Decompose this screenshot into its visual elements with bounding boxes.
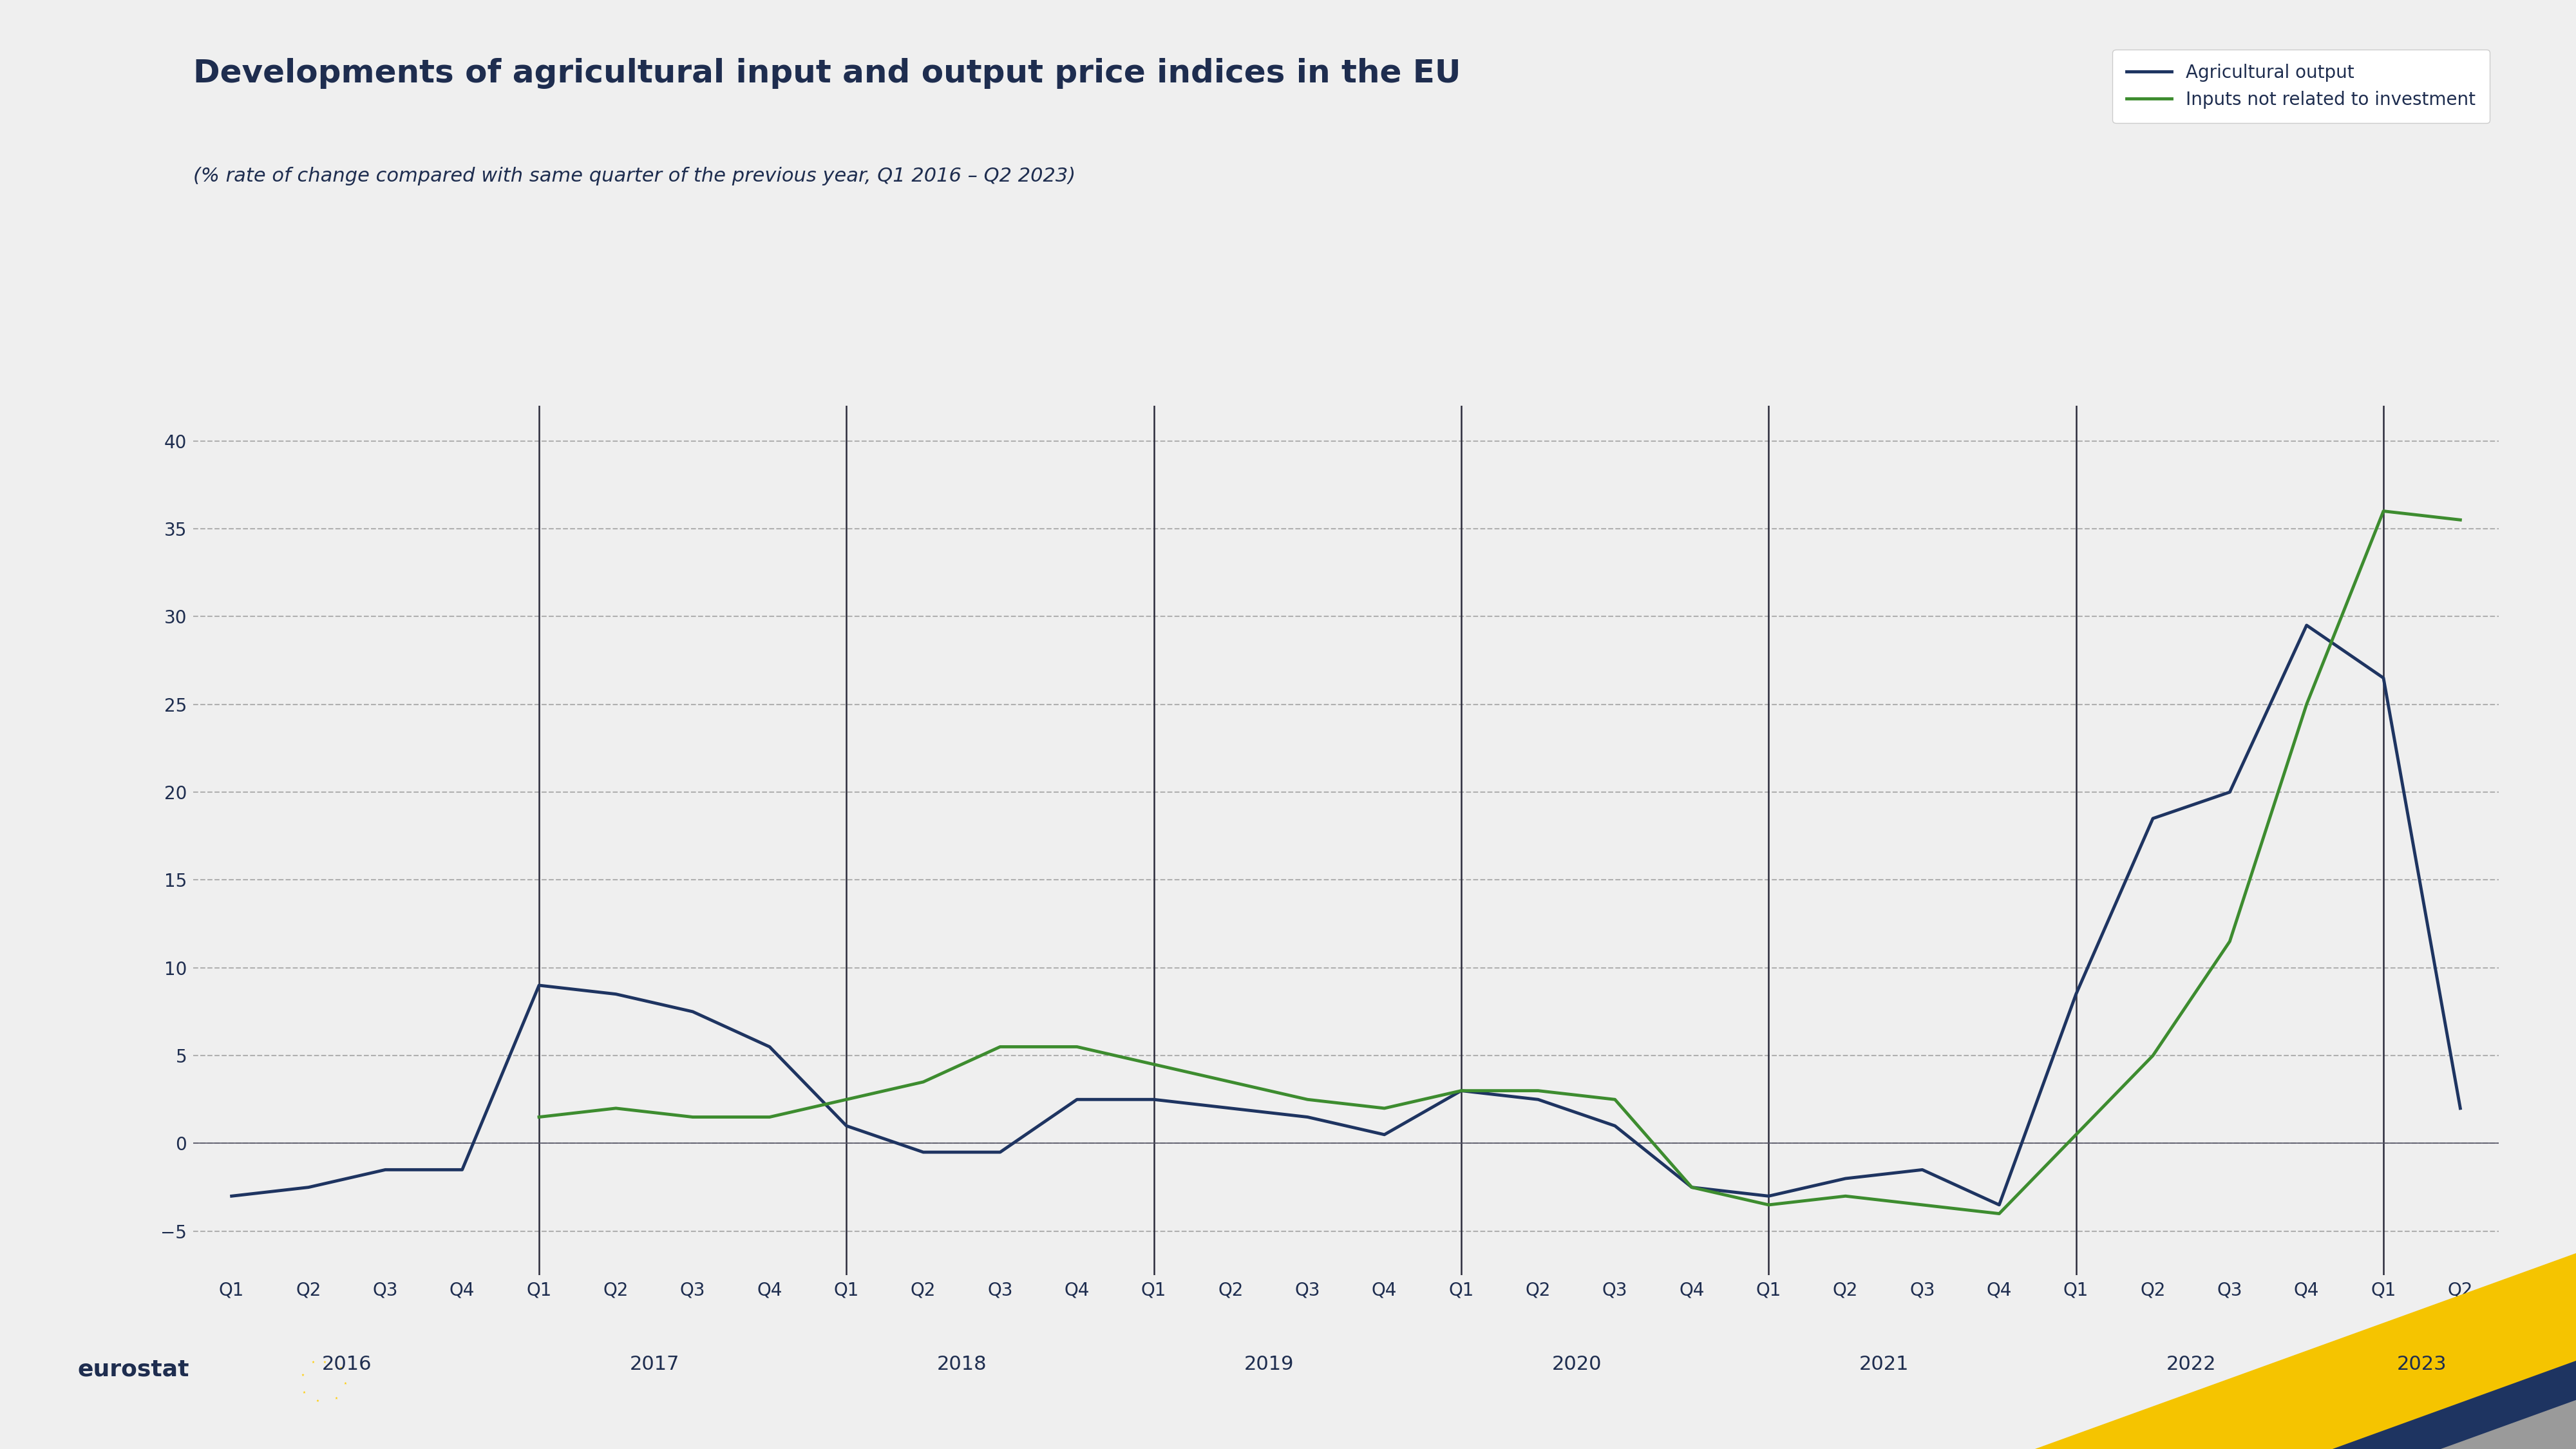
Text: ★: ★ xyxy=(335,1397,337,1400)
Text: 2019: 2019 xyxy=(1244,1355,1293,1374)
Text: ★: ★ xyxy=(312,1361,314,1364)
Text: eurostat: eurostat xyxy=(77,1358,188,1381)
Text: 2017: 2017 xyxy=(629,1355,680,1374)
Legend: Agricultural output, Inputs not related to investment: Agricultural output, Inputs not related … xyxy=(2112,49,2491,123)
Text: 2021: 2021 xyxy=(1860,1355,1909,1374)
Polygon shape xyxy=(2035,1253,2576,1449)
Text: 2020: 2020 xyxy=(1551,1355,1602,1374)
Text: Developments of agricultural input and output price indices in the EU: Developments of agricultural input and o… xyxy=(193,58,1461,88)
Polygon shape xyxy=(2442,1400,2576,1449)
Text: ★: ★ xyxy=(301,1374,304,1377)
Text: 2018: 2018 xyxy=(938,1355,987,1374)
Text: (% rate of change compared with same quarter of the previous year, Q1 2016 – Q2 : (% rate of change compared with same qua… xyxy=(193,167,1077,185)
Text: ★: ★ xyxy=(301,1391,307,1394)
Text: ★: ★ xyxy=(317,1400,319,1403)
Text: 2023: 2023 xyxy=(2396,1355,2447,1374)
Text: 2022: 2022 xyxy=(2166,1355,2215,1374)
Text: ★: ★ xyxy=(322,1361,327,1364)
Text: ★: ★ xyxy=(340,1366,343,1369)
Text: ★: ★ xyxy=(345,1382,348,1385)
Text: 2016: 2016 xyxy=(322,1355,371,1374)
Polygon shape xyxy=(2334,1361,2576,1449)
